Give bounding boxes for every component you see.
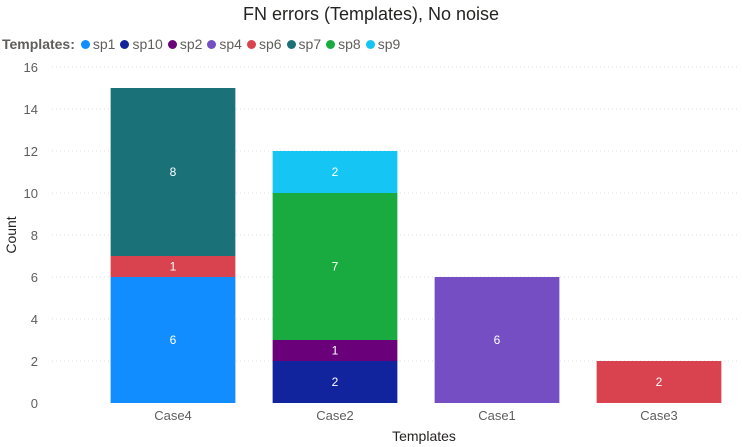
x-tick-label: Case2	[316, 408, 354, 423]
legend-marker	[246, 39, 256, 49]
legend-marker	[120, 39, 130, 49]
data-label: 6	[170, 333, 177, 347]
data-label: 7	[332, 260, 339, 274]
legend-marker	[326, 39, 336, 49]
x-axis-ticks: Case4 Case2 Case1 Case3	[154, 408, 678, 423]
data-label: 6	[494, 333, 501, 347]
y-tick-label: 6	[31, 270, 38, 285]
bar-Case2-sp8[interactable]	[272, 193, 398, 340]
y-axis-ticks: 0 2 4 6 8 10 12 14 16	[24, 60, 38, 411]
bar-Case4-sp6[interactable]	[110, 256, 236, 277]
chart-title: FN errors (Templates), No noise	[242, 4, 500, 24]
data-label: 1	[170, 260, 177, 274]
bar-Case2-sp9[interactable]	[272, 151, 398, 193]
legend-label: sp6	[258, 36, 282, 52]
legend-label: sp8	[338, 36, 361, 52]
legend-marker	[365, 39, 375, 49]
legend-marker	[167, 39, 177, 49]
legend-label: sp2	[179, 36, 203, 52]
y-tick-label: 10	[24, 186, 38, 201]
legend-item-sp9[interactable]: sp9	[365, 36, 401, 52]
bar-Case2-sp2[interactable]	[272, 340, 398, 361]
legend-item-sp6[interactable]: sp6	[246, 36, 282, 52]
legend-label: sp10	[132, 36, 163, 52]
y-tick-label: 0	[31, 396, 38, 411]
y-tick-label: 14	[24, 102, 38, 117]
y-tick-label: 16	[24, 60, 38, 75]
legend-marker	[207, 39, 217, 49]
bar-Case3-sp6[interactable]	[596, 361, 722, 403]
legend: Templates: sp1 sp10 sp2 sp4 sp6 sp7 sp8 sp9	[2, 35, 405, 53]
legend-marker	[80, 39, 90, 49]
y-tick-label: 12	[24, 144, 38, 159]
legend-label: sp7	[298, 36, 322, 52]
legend-item-sp10[interactable]: sp10	[120, 36, 163, 52]
data-label: 2	[656, 375, 663, 389]
legend-marker	[286, 39, 296, 49]
legend-label: sp9	[377, 36, 401, 52]
x-tick-label: Case4	[154, 408, 192, 423]
legend-label: sp4	[219, 36, 242, 52]
x-tick-label: Case1	[478, 408, 516, 423]
y-tick-label: 8	[31, 228, 38, 243]
legend-title: Templates:	[2, 36, 75, 52]
data-label: 1	[332, 344, 339, 358]
y-axis-title: Count	[3, 216, 19, 253]
bar-Case2-sp10[interactable]	[272, 361, 398, 403]
bar-Case4-sp1[interactable]	[110, 277, 236, 403]
data-label: 2	[332, 165, 339, 179]
legend-item-sp8[interactable]: sp8	[326, 36, 361, 52]
y-tick-label: 2	[31, 354, 38, 369]
bars: 6 1 8 2 1 7 2 6 2	[110, 88, 722, 403]
legend-item-sp4[interactable]: sp4	[207, 36, 242, 52]
x-tick-label: Case3	[640, 408, 678, 423]
legend-item-sp1[interactable]: sp1	[80, 36, 116, 52]
data-label: 2	[332, 375, 339, 389]
y-tick-label: 4	[31, 312, 38, 327]
legend-item-sp7[interactable]: sp7	[286, 36, 322, 52]
bar-Case1-sp4[interactable]	[434, 277, 560, 403]
legend-item-sp2[interactable]: sp2	[167, 36, 203, 52]
legend-label: sp1	[92, 36, 116, 52]
bar-Case4-sp7[interactable]	[110, 88, 236, 256]
data-label: 8	[170, 165, 177, 179]
x-axis-title: Templates	[392, 428, 456, 444]
